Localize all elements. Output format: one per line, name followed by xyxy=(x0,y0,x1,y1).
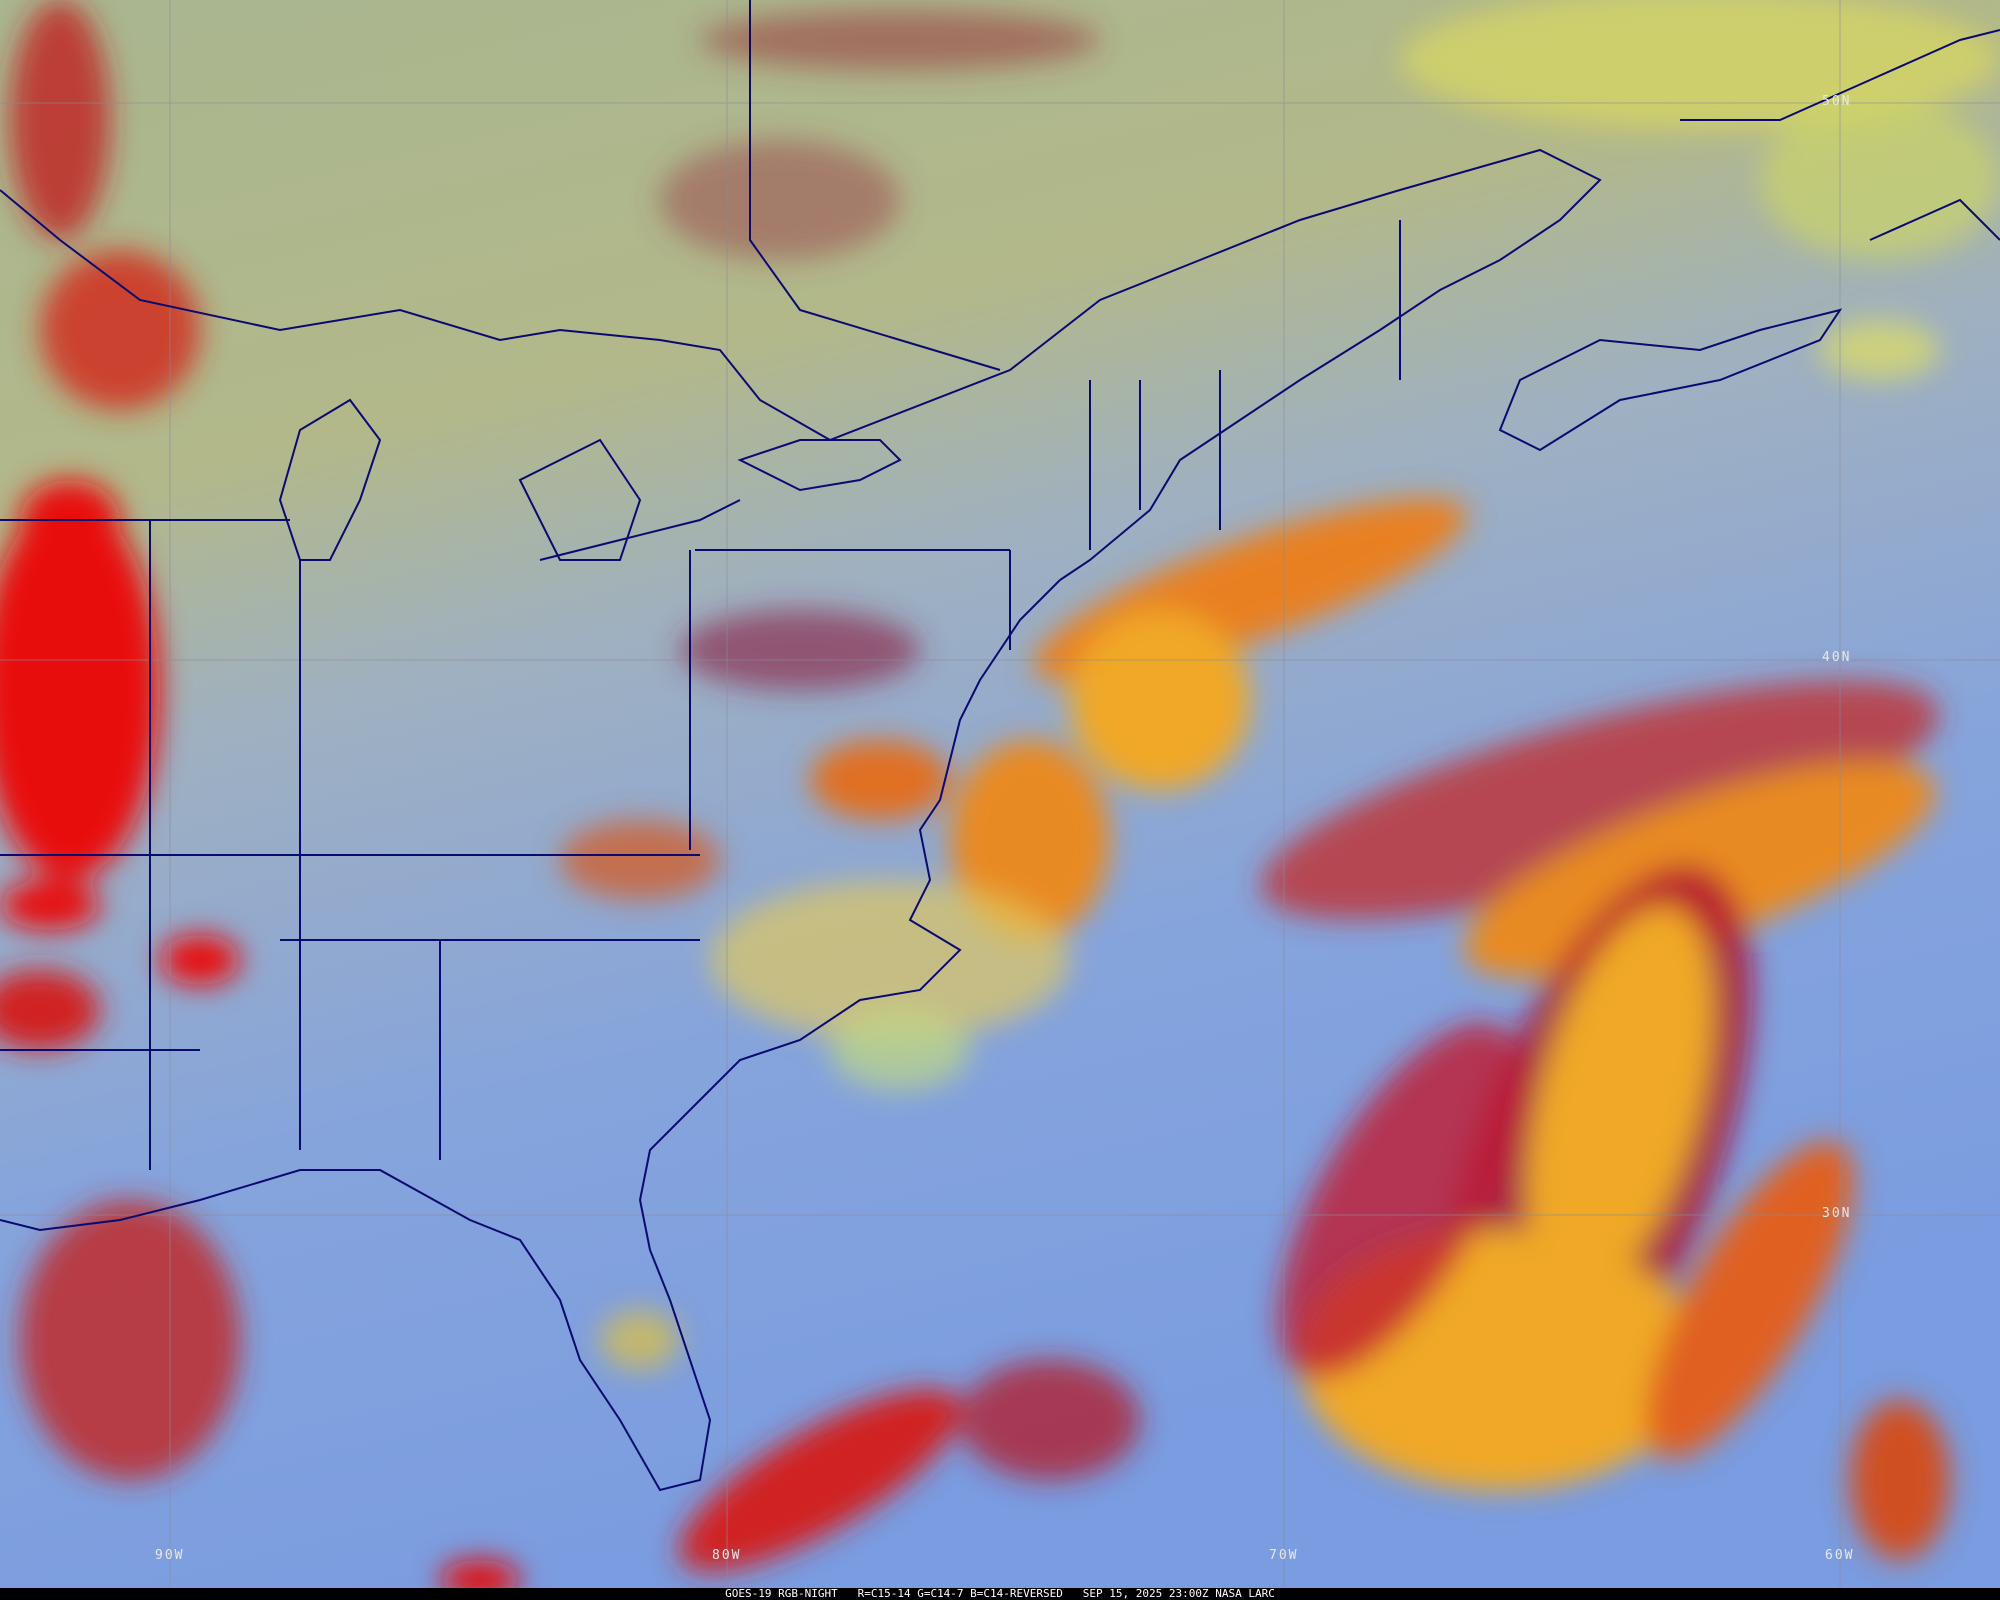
caption-channels: R=C15-14 G=C14-7 B=C14-REVERSED xyxy=(857,1587,1063,1600)
image-caption-bar: GOES-19 RGB-NIGHT R=C15-14 G=C14-7 B=C14… xyxy=(0,1588,2000,1600)
longitude-label-60w: 60W xyxy=(1825,1548,1855,1563)
caption-satellite: GOES-19 xyxy=(725,1587,772,1600)
caption-product: RGB-NIGHT xyxy=(778,1587,838,1600)
longitude-label-80w: 80W xyxy=(712,1548,742,1563)
latitude-label-30n: 30N xyxy=(1822,1206,1852,1221)
longitude-label-90w: 90W xyxy=(155,1548,185,1563)
coastlines-and-borders xyxy=(0,0,2000,1492)
latitude-label-50n: 50N xyxy=(1822,94,1852,109)
latitude-label-40n: 40N xyxy=(1822,650,1852,665)
caption-source: NASA LARC xyxy=(1215,1587,1275,1600)
longitude-label-70w: 70W xyxy=(1269,1548,1299,1563)
caption-datetime: SEP 15, 2025 23:00Z xyxy=(1082,1587,1209,1600)
